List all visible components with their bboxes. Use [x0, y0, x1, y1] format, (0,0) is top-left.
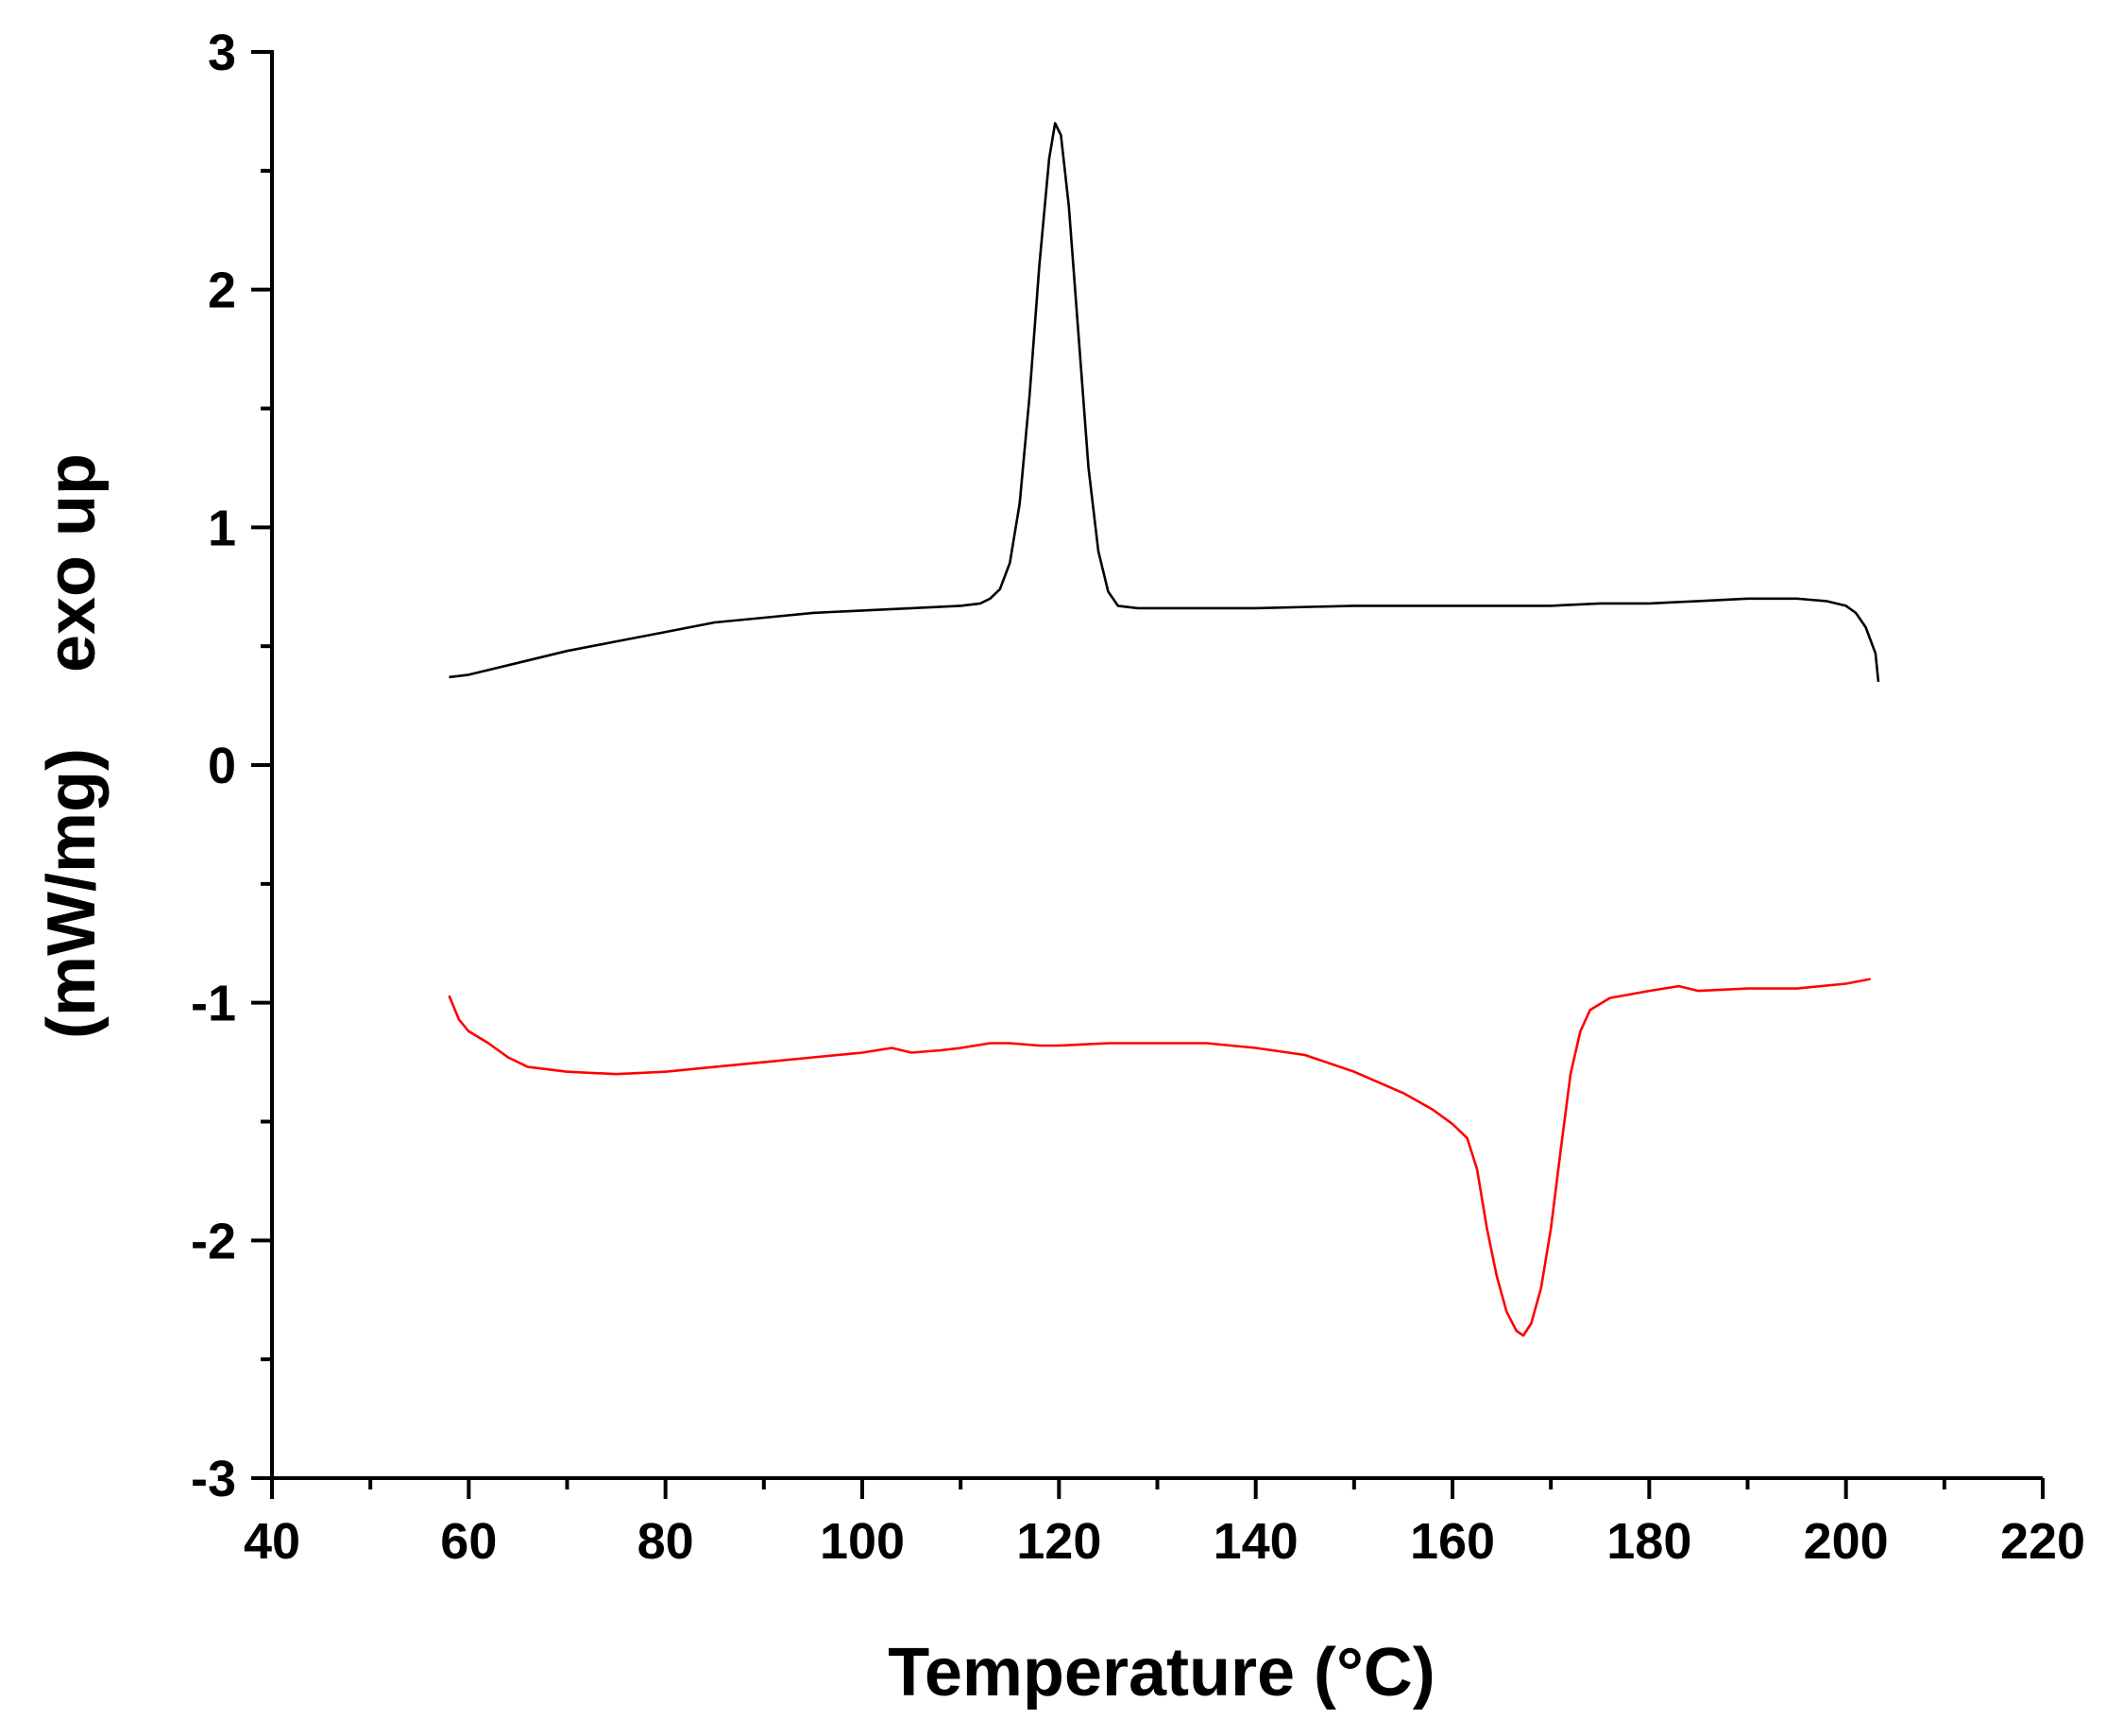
y-axis-title: (mW/mg) exo up — [34, 453, 110, 1039]
x-tick-label: 60 — [440, 1513, 497, 1570]
x-tick-label: 220 — [2000, 1513, 2085, 1570]
y-tick-label: -3 — [191, 1451, 236, 1507]
x-tick-label: 140 — [1214, 1513, 1299, 1570]
x-tick-label: 180 — [1606, 1513, 1691, 1570]
x-axis-title: Temperature (°C) — [888, 1635, 1435, 1710]
y-tick-label: 0 — [208, 738, 236, 794]
x-axis-ticks: 40 60 80 100 120 140 160 180 200 220 — [244, 1478, 2085, 1570]
y-tick-label: -1 — [191, 976, 236, 1032]
y-tick-label: 3 — [208, 25, 236, 81]
x-tick-label: 120 — [1016, 1513, 1101, 1570]
x-tick-label: 100 — [820, 1513, 905, 1570]
axes-layer — [270, 50, 2043, 1480]
y-axis-ticks: 3 2 1 0 -1 -2 -3 — [191, 25, 272, 1507]
y-tick-label: -2 — [191, 1213, 236, 1269]
y-tick-label: 1 — [208, 500, 236, 556]
x-tick-label: 80 — [637, 1513, 694, 1570]
series-line-1 — [449, 122, 1880, 683]
x-tick-label: 40 — [244, 1513, 300, 1570]
x-tick-label: 200 — [1804, 1513, 1889, 1570]
y-tick-label: 2 — [208, 263, 236, 319]
series-layer — [448, 122, 1880, 1337]
series-line-2 — [448, 978, 1871, 1337]
x-tick-label: 160 — [1410, 1513, 1495, 1570]
